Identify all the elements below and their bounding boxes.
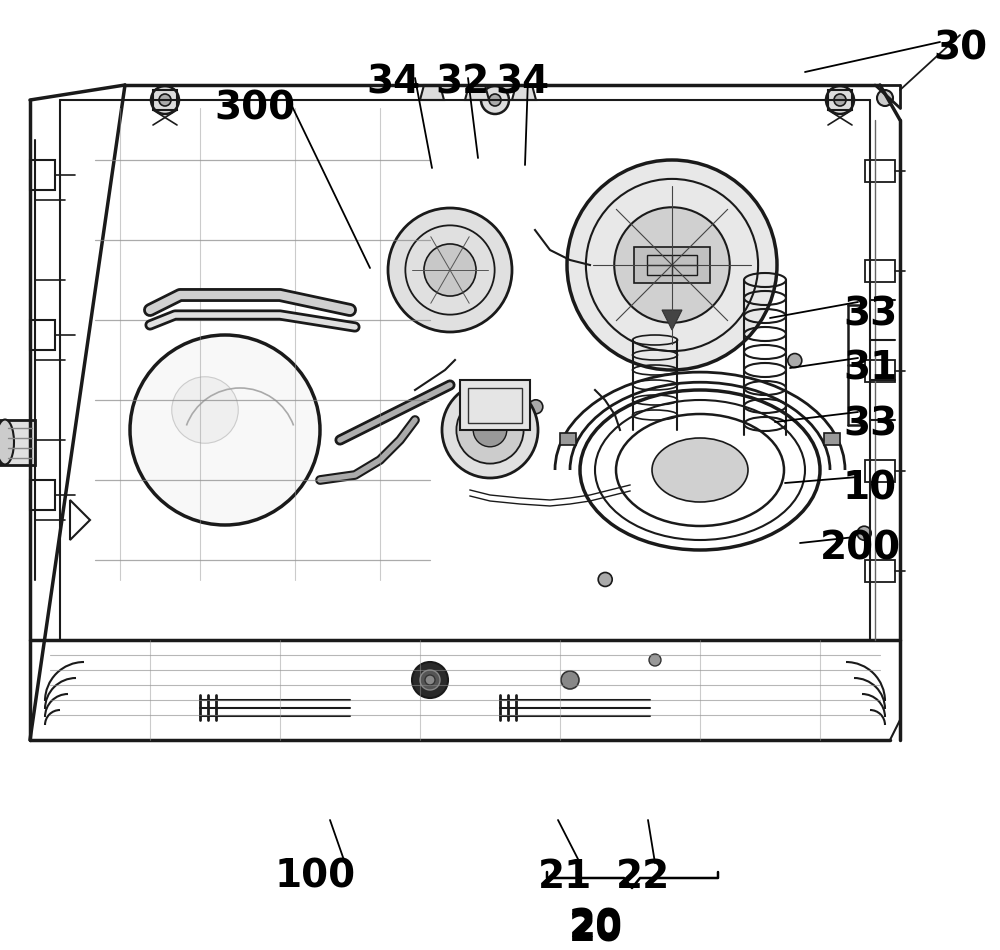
Text: 20: 20 [569, 912, 623, 950]
Circle shape [420, 670, 440, 690]
Bar [468, 388, 522, 423]
Circle shape [151, 86, 179, 114]
Circle shape [425, 675, 435, 685]
Text: 200: 200 [819, 530, 901, 568]
Circle shape [857, 526, 871, 541]
Circle shape [388, 208, 512, 332]
Circle shape [412, 662, 448, 698]
Text: 34: 34 [366, 63, 420, 101]
Ellipse shape [0, 420, 14, 465]
Ellipse shape [652, 438, 748, 502]
Bar [460, 380, 530, 430]
Text: 100: 100 [274, 858, 356, 896]
Bar [560, 433, 576, 446]
Bar [30, 320, 55, 350]
Text: 300: 300 [214, 90, 296, 128]
Text: 31: 31 [843, 350, 897, 388]
Bar [865, 560, 895, 582]
Circle shape [649, 654, 661, 666]
Bar [153, 90, 177, 110]
Bar [0, 420, 35, 465]
Text: 20: 20 [569, 908, 623, 946]
Circle shape [826, 86, 854, 114]
Polygon shape [662, 310, 682, 330]
Circle shape [489, 94, 501, 106]
Text: 33: 33 [843, 295, 897, 333]
Text: 34: 34 [495, 63, 549, 101]
Circle shape [614, 207, 730, 323]
Bar [865, 160, 895, 182]
Circle shape [834, 94, 846, 106]
Text: 32: 32 [436, 63, 490, 101]
Bar [647, 255, 697, 275]
Bar [824, 433, 840, 446]
Text: 10: 10 [843, 470, 897, 508]
Circle shape [561, 671, 579, 689]
Bar [865, 260, 895, 282]
Circle shape [130, 335, 320, 525]
Bar [865, 360, 895, 382]
Circle shape [172, 377, 238, 444]
Circle shape [424, 244, 476, 296]
Bar [828, 90, 852, 110]
Polygon shape [512, 85, 536, 100]
Circle shape [481, 86, 509, 114]
Bar [865, 460, 895, 482]
Polygon shape [465, 85, 489, 100]
Circle shape [442, 382, 538, 478]
Circle shape [529, 400, 543, 414]
Circle shape [877, 90, 893, 106]
Circle shape [598, 573, 612, 586]
Bar [30, 480, 55, 510]
Text: 33: 33 [843, 405, 897, 443]
Text: 30: 30 [933, 30, 987, 68]
Bar [634, 247, 710, 283]
Circle shape [788, 353, 802, 368]
Text: 21: 21 [538, 858, 592, 896]
Bar [30, 160, 55, 190]
Circle shape [567, 160, 777, 370]
Circle shape [456, 396, 524, 464]
Text: 22: 22 [616, 858, 670, 896]
Circle shape [159, 94, 171, 106]
Polygon shape [420, 85, 444, 100]
Circle shape [473, 413, 507, 446]
